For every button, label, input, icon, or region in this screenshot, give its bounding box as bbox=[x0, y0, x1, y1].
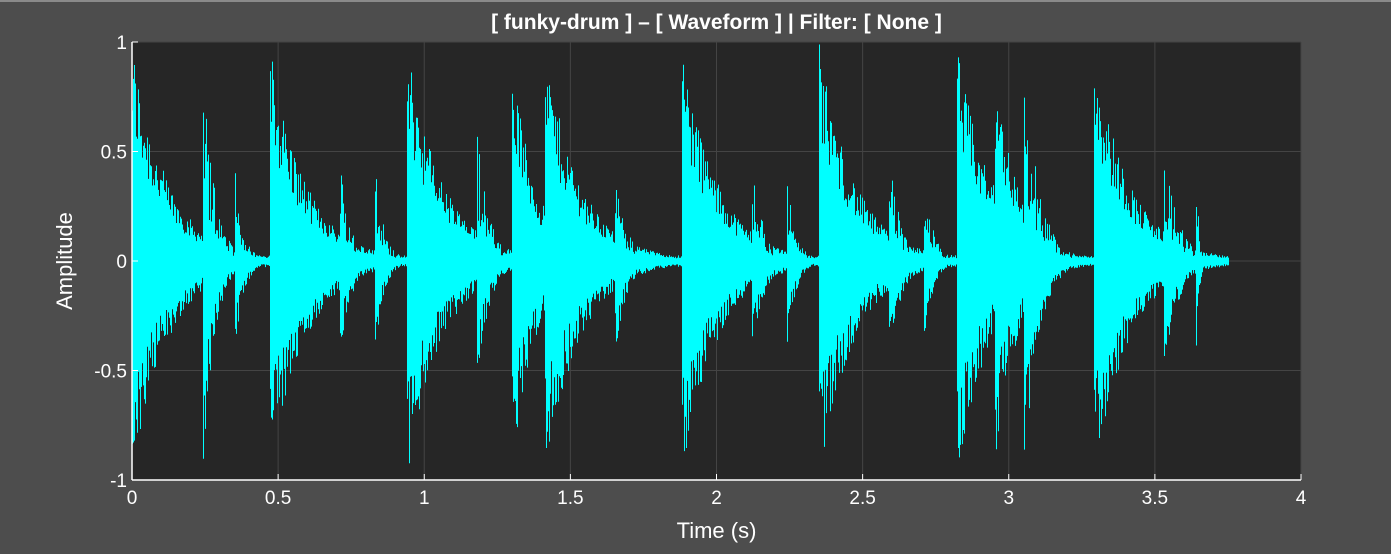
y-tick-label: 1 bbox=[116, 33, 127, 54]
y-tick-label: -1 bbox=[110, 471, 127, 492]
x-tick-label: 4 bbox=[1296, 488, 1307, 509]
x-tick-label: 3 bbox=[1003, 488, 1014, 509]
x-tick-label: 0 bbox=[127, 488, 138, 509]
x-tick-label: 0.5 bbox=[265, 488, 291, 509]
tick-labels: 0 0.5 1 1.5 2 2.5 3 3.5 4 -1 -0.5 0 0.5 1 bbox=[94, 33, 1306, 509]
y-tick-label: -0.5 bbox=[94, 362, 127, 383]
y-tick-label: 0 bbox=[116, 252, 127, 273]
y-tick-label: 0.5 bbox=[101, 143, 127, 164]
x-tick-label: 2.5 bbox=[849, 488, 875, 509]
x-tick-label: 2 bbox=[711, 488, 722, 509]
axes bbox=[131, 41, 1302, 481]
y-axis-label: Amplitude bbox=[52, 212, 77, 310]
x-tick-label: 1.5 bbox=[557, 488, 583, 509]
x-tick-label: 3.5 bbox=[1142, 488, 1168, 509]
chart-title: [ funky-drum ] – [ Waveform ] | Filter: … bbox=[491, 11, 942, 34]
x-axis-label: Time (s) bbox=[677, 518, 757, 543]
x-tick-label: 1 bbox=[419, 488, 430, 509]
